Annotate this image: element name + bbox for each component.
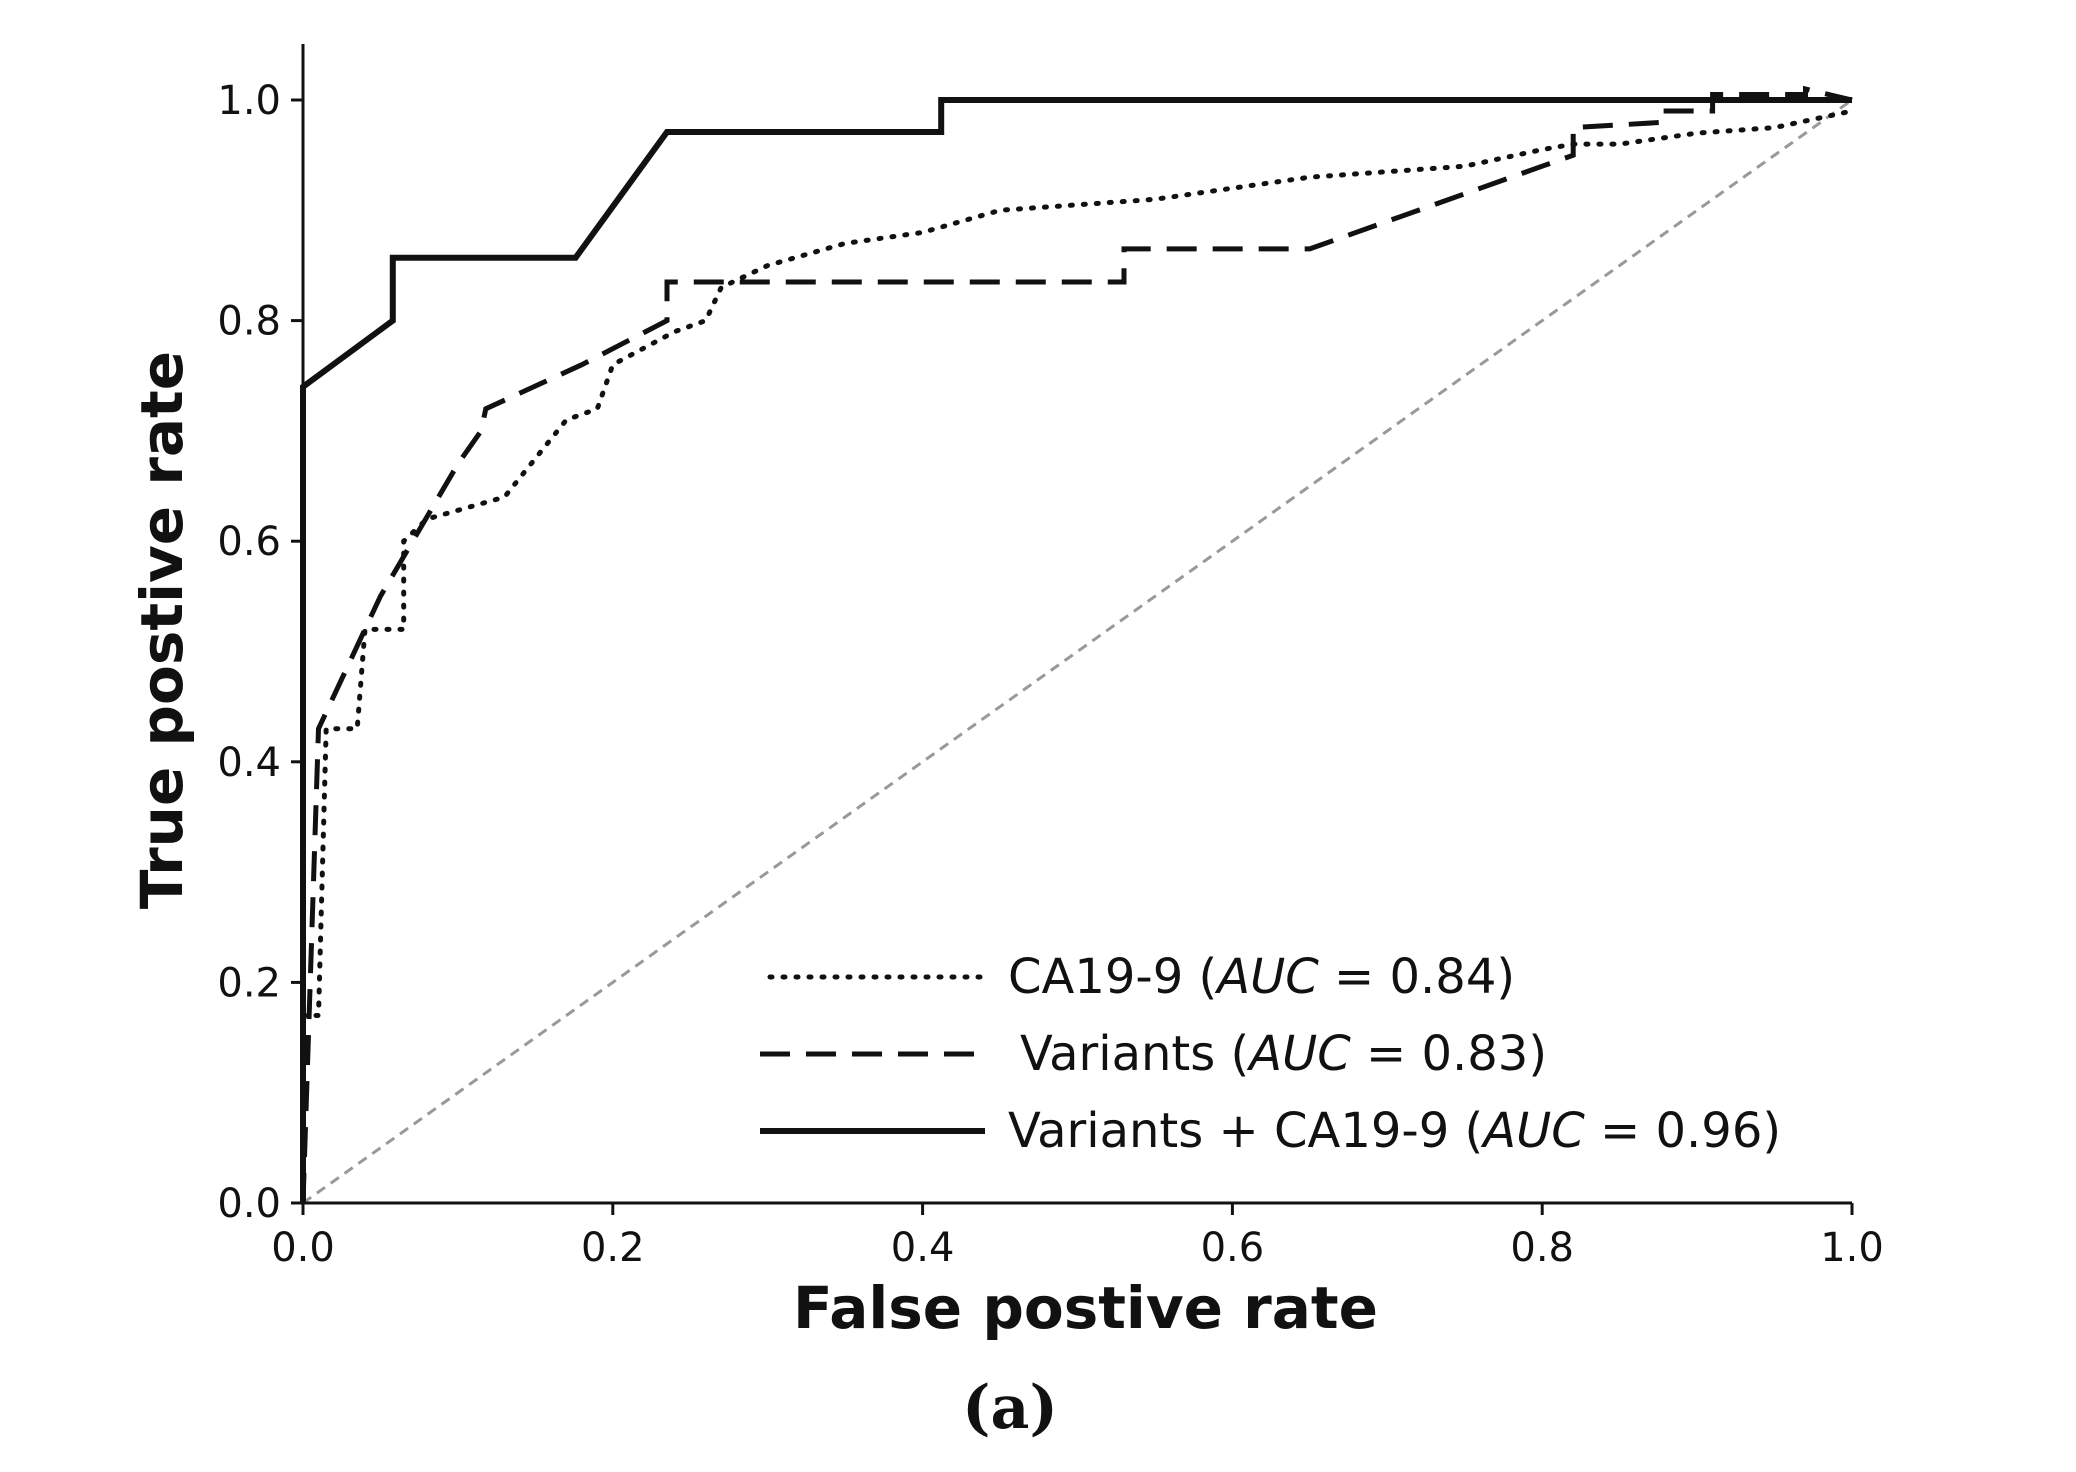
y-tick-label: 0.4 xyxy=(217,740,281,786)
legend: CA19-9 (AUC = 0.84) Variants (AUC = 0.83)… xyxy=(760,949,1781,1159)
y-tick-label: 0.8 xyxy=(217,299,281,345)
y-tick-label: 0.2 xyxy=(217,960,281,1006)
y-tick-label: 0.0 xyxy=(217,1181,281,1227)
x-ticks: 0.0 0.2 0.4 0.6 0.8 1.0 xyxy=(271,1203,1884,1271)
x-tick-label: 0.0 xyxy=(271,1225,335,1271)
figure-caption: (a) xyxy=(962,1373,1058,1443)
plot-area: 0.0 0.2 0.4 0.6 0.8 1.0 0.0 0.2 0.4 0.6 0.8 1.0 xyxy=(217,44,1884,1271)
legend-label: Variants (AUC = 0.83) xyxy=(1020,1026,1547,1082)
x-tick-label: 0.2 xyxy=(581,1225,645,1271)
series-line-variants-ca19-9 xyxy=(300,97,1852,1203)
x-tick-label: 0.4 xyxy=(891,1225,955,1271)
legend-label: Variants + CA19-9 (AUC = 0.96) xyxy=(1008,1103,1781,1159)
legend-label: CA19-9 (AUC = 0.84) xyxy=(1008,949,1515,1005)
series-line-ca19-9 xyxy=(300,108,1855,1018)
y-tick-label: 0.6 xyxy=(217,519,281,565)
x-tick-label: 0.8 xyxy=(1510,1225,1574,1271)
y-axis-title: True postive rate xyxy=(128,351,196,909)
x-axis-title: False postive rate xyxy=(793,1274,1378,1342)
y-ticks: 0.0 0.2 0.4 0.6 0.8 1.0 xyxy=(217,78,303,1227)
chance-reference-line xyxy=(302,98,1853,1205)
x-tick-label: 0.6 xyxy=(1201,1225,1265,1271)
y-tick-label: 1.0 xyxy=(217,78,281,124)
series-layer xyxy=(300,85,1855,1204)
series-line-variants xyxy=(300,85,1853,1204)
x-tick-label: 1.0 xyxy=(1820,1225,1884,1271)
